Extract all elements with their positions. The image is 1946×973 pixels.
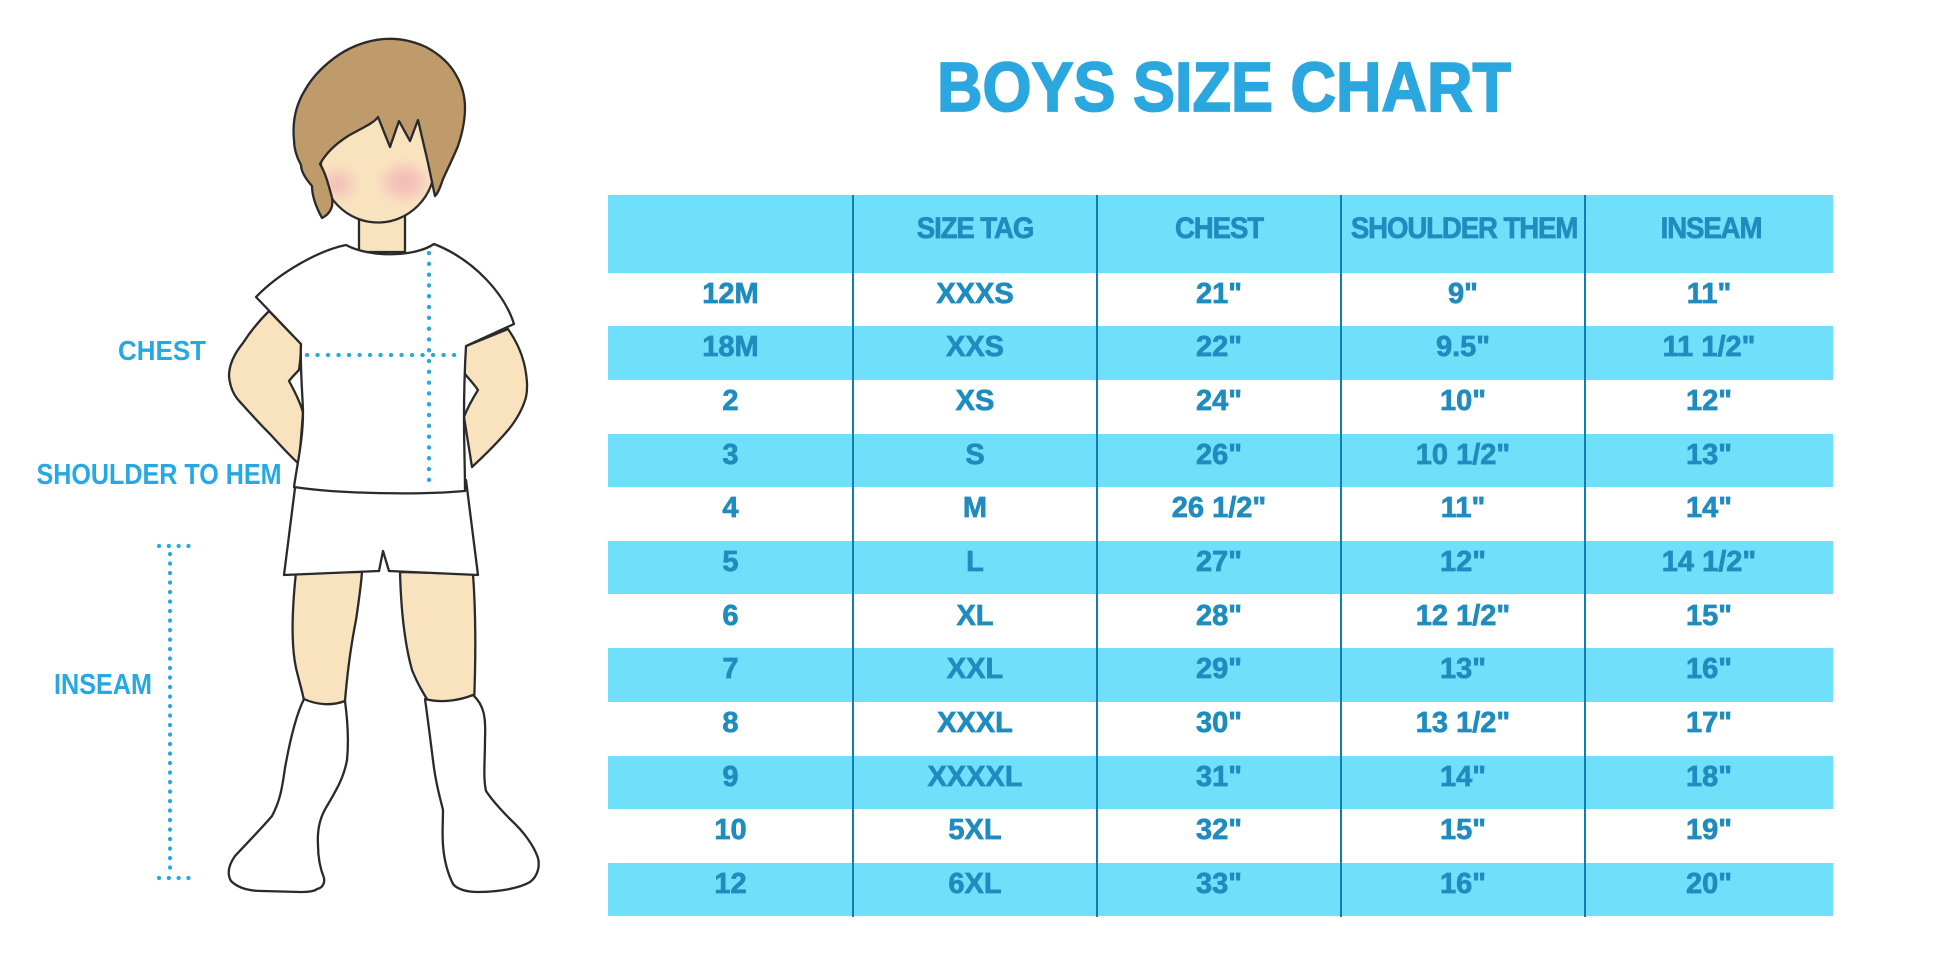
- svg-text:CHEST: CHEST: [118, 335, 206, 366]
- svg-text:INSEAM: INSEAM: [54, 669, 152, 701]
- svg-text:SHOULDER TO HEM: SHOULDER TO HEM: [37, 459, 282, 491]
